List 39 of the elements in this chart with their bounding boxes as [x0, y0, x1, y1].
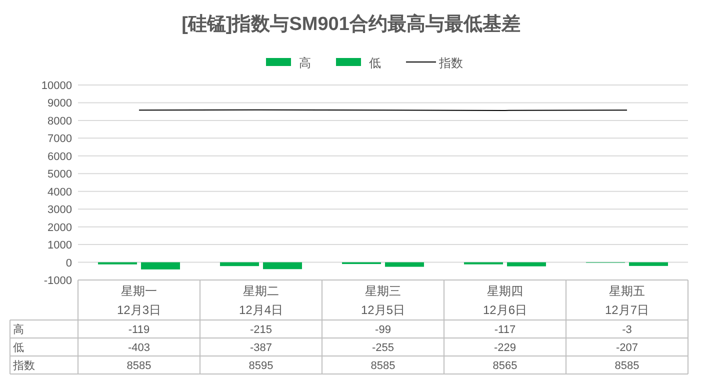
y-tick-label: 3000: [48, 204, 72, 216]
data-label: -99: [375, 324, 391, 336]
text: 高: [13, 324, 24, 336]
legend-label: 高: [299, 56, 311, 70]
x-tick-label: 星期一 12月3日: [116, 284, 162, 317]
y-tick-label: 7000: [48, 133, 72, 146]
text: 指数: [13, 360, 35, 372]
data-label: -207: [616, 342, 638, 354]
legend-label: 低: [369, 56, 381, 70]
data-label: -117: [494, 324, 516, 336]
data-label: -119: [128, 324, 150, 336]
y-tick-label: 1000: [48, 240, 72, 252]
legend-label: 指数: [438, 56, 463, 70]
data-label: 8595: [248, 360, 274, 372]
y-tick-label: 0: [66, 257, 72, 270]
data-label: -3: [622, 324, 632, 336]
data-label: -403: [128, 342, 150, 354]
y-tick-label: 8000: [48, 115, 72, 128]
data-label: -215: [250, 324, 272, 336]
y-tick-label: 6000: [48, 150, 72, 163]
data-label: -387: [250, 342, 272, 354]
x-tick-label: 星期三 12月5日: [360, 284, 406, 317]
data-label: -229: [494, 342, 516, 354]
y-tick-label: -1000: [44, 275, 72, 287]
data-label: 8585: [126, 360, 152, 372]
x-tick-label: 星期四 12月6日: [482, 284, 528, 317]
y-tick-label: 9000: [48, 98, 72, 110]
x-tick-label: 星期五 12月7日: [604, 284, 650, 317]
y-tick-label: 5000: [48, 168, 72, 181]
y-tick-label: 2000: [48, 222, 72, 234]
x-tick-label: 星期二 12月4日: [238, 284, 284, 317]
data-label: 8585: [370, 360, 396, 372]
y-tick-label: 4000: [48, 186, 72, 198]
text: 低: [13, 342, 24, 354]
chart-title: [硅锰]指数与SM901合约最高与最低基差: [182, 13, 520, 35]
y-tick-label: 10000: [41, 80, 72, 92]
data-label: -255: [372, 342, 394, 354]
data-label: 8565: [492, 360, 518, 372]
data-label: 8585: [614, 360, 640, 372]
